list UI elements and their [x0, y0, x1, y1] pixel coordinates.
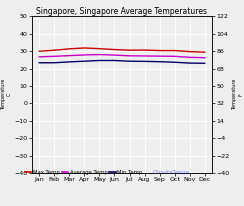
Title: Singapore, Singapore Average Temperatures: Singapore, Singapore Average Temperature…	[37, 7, 207, 16]
Y-axis label: Chart
Temperature
C: Chart Temperature C	[0, 79, 12, 110]
Y-axis label: Temperature
F: Temperature F	[233, 79, 243, 110]
Legend: Max Temp, Average Temp, Min Temp, ClimateTemps: Max Temp, Average Temp, Min Temp, Climat…	[25, 170, 190, 175]
